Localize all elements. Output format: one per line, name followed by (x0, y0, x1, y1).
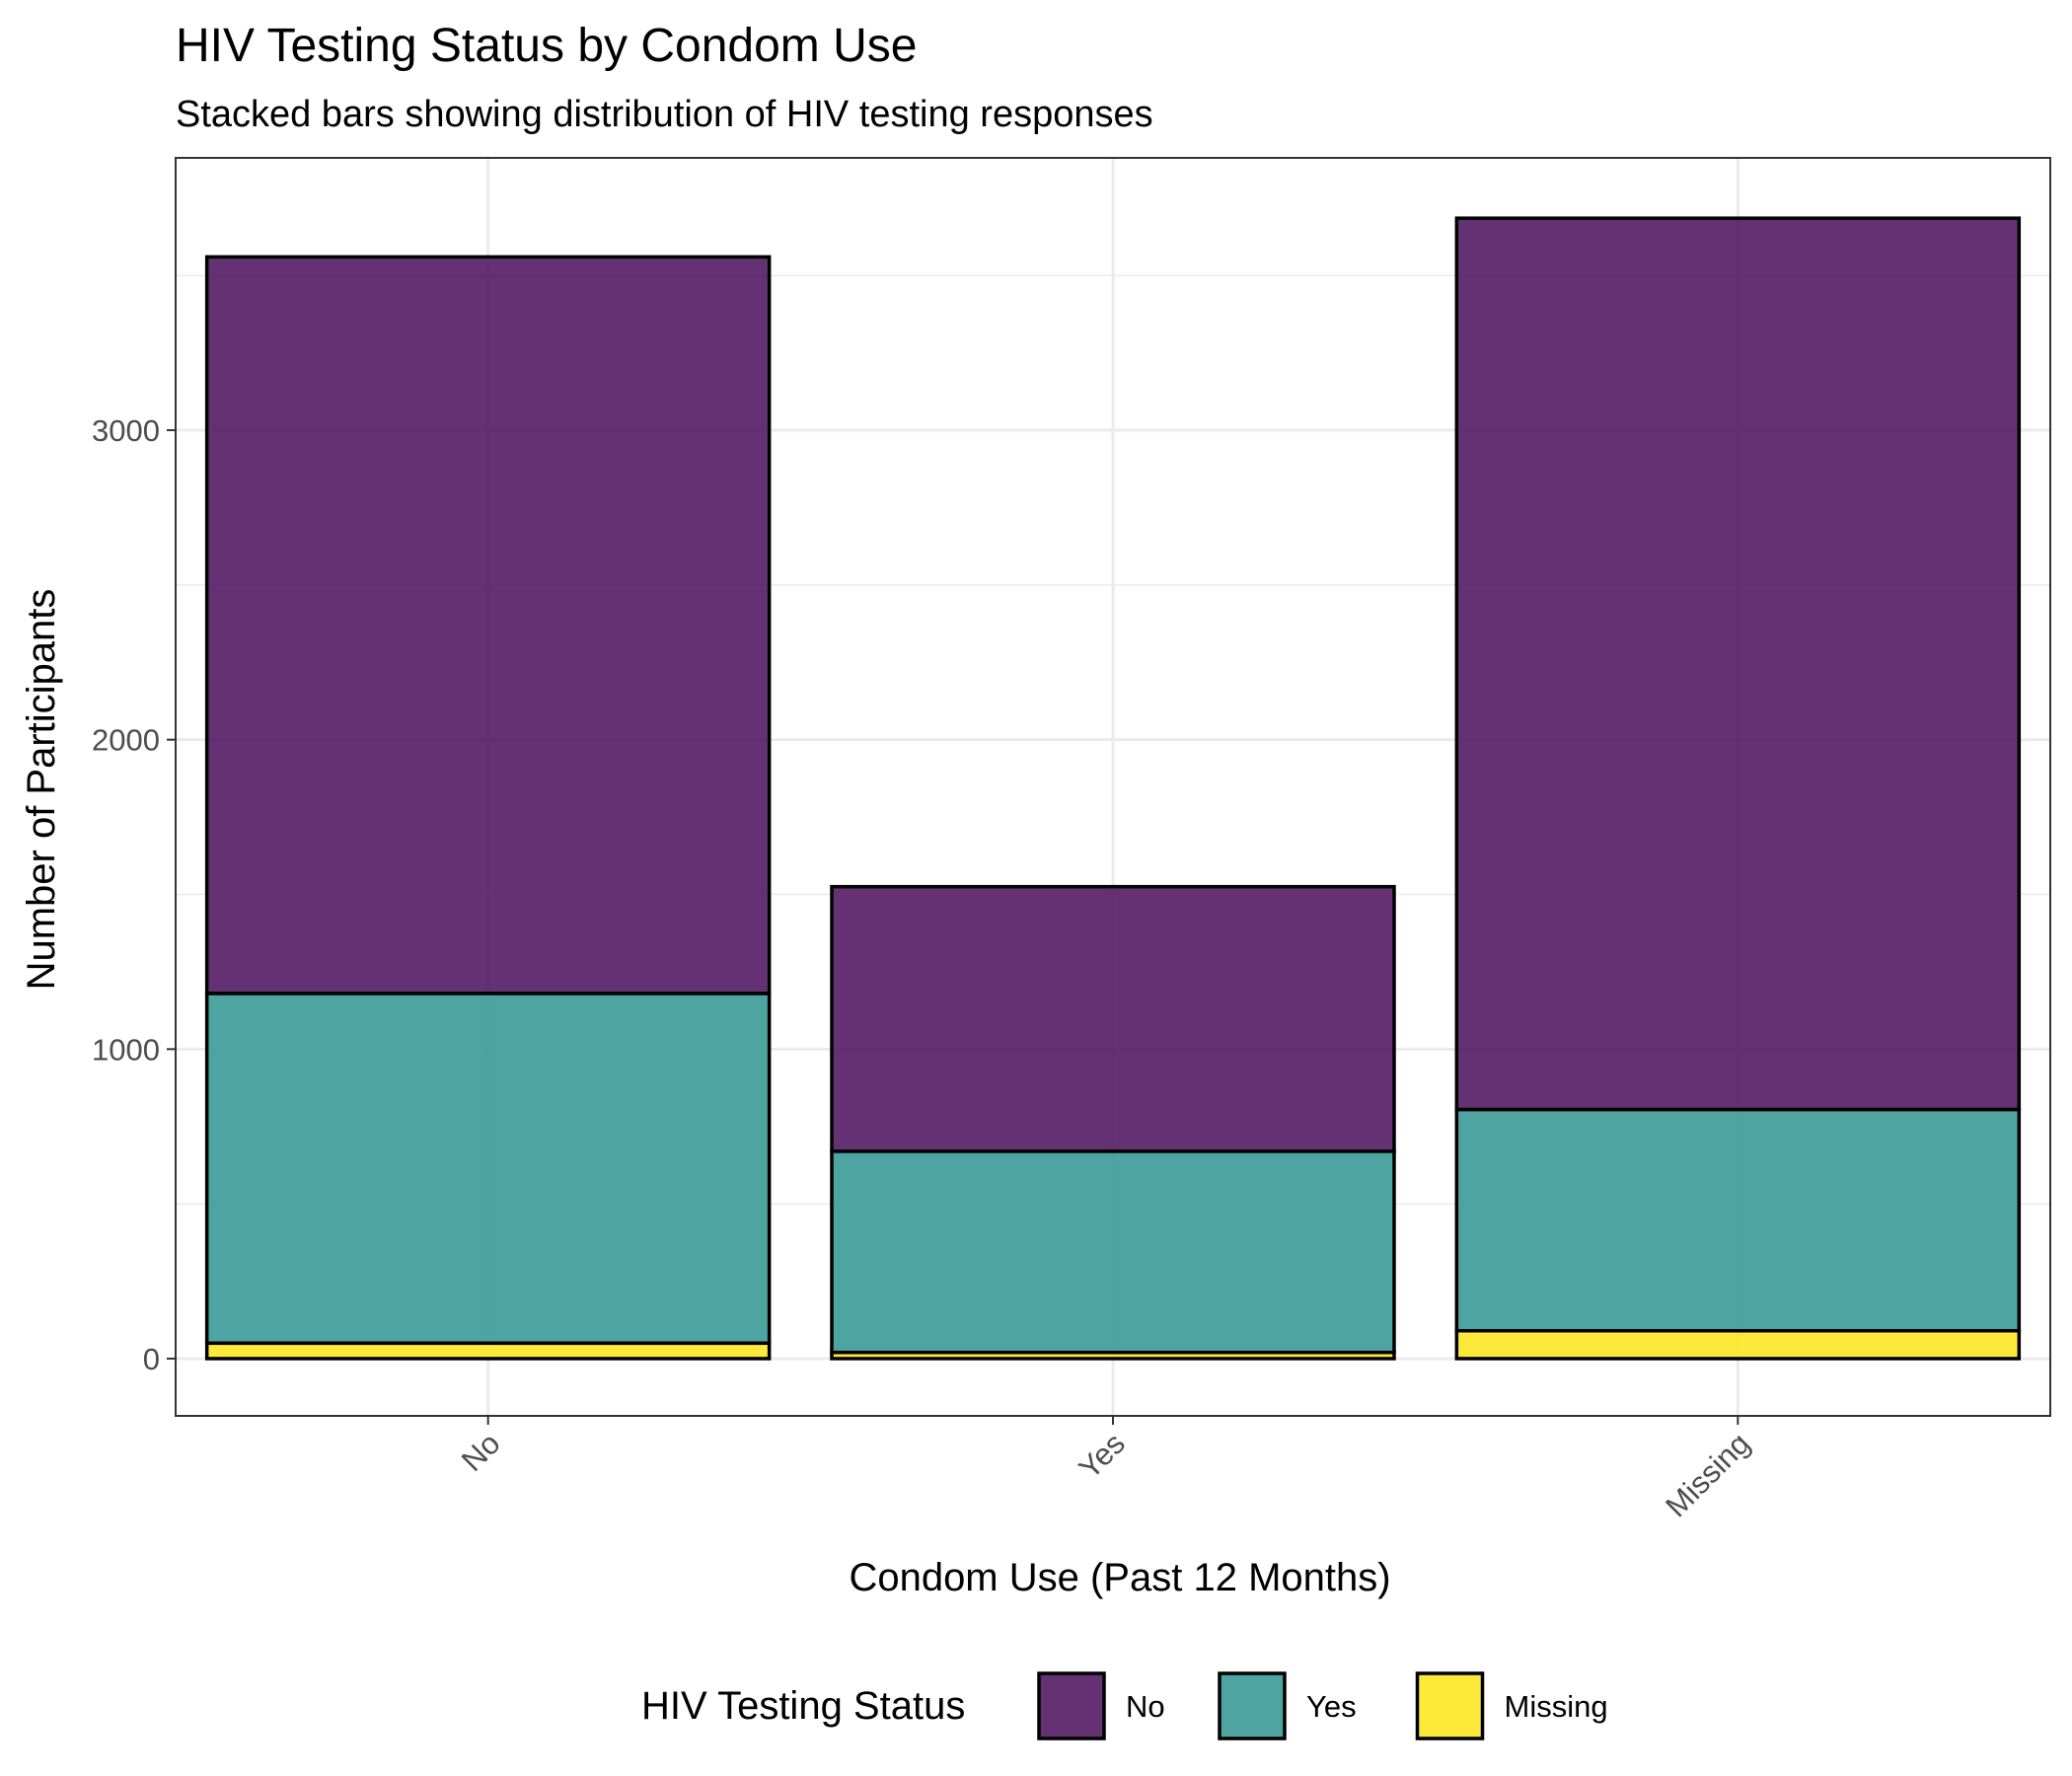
chart-subtitle: Stacked bars showing distribution of HIV… (176, 94, 1153, 135)
bars (204, 216, 2022, 1361)
x-axis: No Yes Missing (455, 1416, 1756, 1523)
y-tick-label: 3000 (92, 413, 160, 448)
x-tick-label: Missing (1659, 1426, 1756, 1523)
legend-key-missing (1415, 1671, 1485, 1740)
y-axis-title: Number of Participants (20, 589, 63, 991)
bar-segment-yes-no (830, 884, 1396, 1153)
legend-label: No (1126, 1689, 1165, 1724)
legend: HIV Testing Status No Yes Missing (641, 1671, 1608, 1740)
bar-segment-no-yes (204, 992, 772, 1346)
bar-segment-missing-yes (1454, 1107, 2022, 1333)
legend-title: HIV Testing Status (641, 1684, 965, 1728)
y-tick-label: 2000 (92, 723, 160, 758)
legend-label: Missing (1505, 1689, 1608, 1724)
x-tick-label: No (455, 1426, 507, 1478)
x-axis-title: Condom Use (Past 12 Months) (849, 1556, 1390, 1599)
legend-label: Yes (1306, 1689, 1357, 1724)
bar-segment-missing-no (1454, 216, 2022, 1112)
bar-segment-yes-yes (830, 1149, 1396, 1355)
chart-title: HIV Testing Status by Condom Use (176, 20, 917, 72)
y-tick-label: 0 (143, 1342, 160, 1376)
plot-panel (175, 157, 2051, 1417)
y-tick-label: 1000 (92, 1032, 160, 1067)
bar-segment-missing-missing (1454, 1328, 2022, 1361)
legend-key-no (1037, 1671, 1106, 1740)
x-tick-label: Yes (1072, 1426, 1132, 1486)
legend-key-yes (1218, 1671, 1287, 1740)
bar-segment-no-missing (204, 1341, 772, 1361)
y-axis: 0 1000 2000 3000 (92, 413, 176, 1376)
bar-segment-no-no (204, 255, 772, 996)
